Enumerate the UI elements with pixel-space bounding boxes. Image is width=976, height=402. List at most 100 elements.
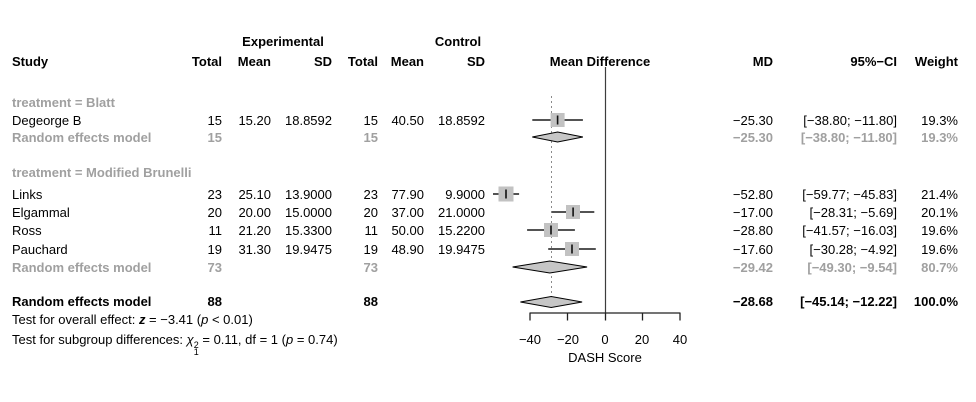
md-value: −25.30	[732, 113, 773, 128]
column-header-weight: Weight	[914, 54, 958, 69]
p-symbol: p	[285, 332, 294, 347]
ctl-mean: 77.90	[391, 187, 424, 202]
exp-total: 11	[208, 223, 223, 238]
pooled-row-brunelli: Random effects model 73 73 −29.42 [−49.3…	[0, 259, 976, 277]
weight-value: 19.6%	[921, 242, 958, 257]
exp-sd: 15.0000	[285, 205, 332, 220]
md-value: −17.00	[732, 205, 773, 220]
ci-value: [−49.30; −9.54]	[807, 260, 897, 275]
ctl-sd: 18.8592	[438, 113, 485, 128]
exp-total: 73	[207, 260, 222, 275]
column-header-exp-total: Total	[191, 54, 222, 69]
ctl-total: 11	[364, 223, 379, 238]
exp-total: 15	[207, 113, 222, 128]
pooled-row-overall: Random effects model 88 88 −28.68 [−45.1…	[0, 293, 976, 311]
ci-value: [−28.31; −5.69]	[809, 205, 897, 220]
pooled-label: Random effects model	[12, 260, 152, 275]
column-header-ctl-total: Total	[347, 54, 378, 69]
x-axis-title: DASH Score	[568, 350, 642, 365]
study-name: Links	[12, 187, 43, 202]
study-name: Elgammal	[12, 205, 70, 220]
pooled-label: Random effects model	[12, 130, 152, 145]
column-header-ctl-mean: Mean	[390, 54, 424, 69]
weight-value: 20.1%	[921, 205, 958, 220]
x-tick-label-neg40: −40	[518, 332, 542, 347]
ctl-mean: 40.50	[391, 113, 424, 128]
x-tick-label-40: 40	[672, 332, 688, 347]
chi-subscript: 1	[193, 347, 199, 357]
weight-value: 19.3%	[921, 113, 958, 128]
exp-total: 23	[207, 187, 222, 202]
subgroup-label: treatment = Modified Brunelli	[12, 165, 192, 180]
weight-value: 80.7%	[921, 260, 958, 275]
exp-sd: 18.8592	[285, 113, 332, 128]
study-name: Ross	[12, 223, 42, 238]
md-value: −25.30	[732, 130, 773, 145]
ctl-sd: 9.9000	[445, 187, 485, 202]
pooled-diamond-brunelli	[512, 260, 588, 274]
ctl-total: 15	[363, 130, 378, 145]
ctl-total: 20	[363, 205, 378, 220]
pooled-diamond-blatt	[532, 131, 583, 143]
exp-total: 19	[207, 242, 222, 257]
study-row-elgammal: Elgammal 20 20.00 15.0000 20 37.00 21.00…	[0, 204, 976, 222]
group-header-row: Experimental Control	[0, 33, 976, 51]
ci-value: [−38.80; −11.80]	[803, 113, 897, 128]
note-text: = −3.41 (	[145, 312, 202, 327]
study-name: Pauchard	[12, 242, 68, 257]
ctl-sd: 21.0000	[438, 205, 485, 220]
ctl-mean: 37.00	[391, 205, 424, 220]
control-group-header: Control	[434, 34, 482, 49]
note-text: Test for subgroup differences:	[12, 332, 187, 347]
weight-value: 21.4%	[921, 187, 958, 202]
ctl-total: 19	[363, 242, 378, 257]
note-text: Test for overall effect:	[12, 312, 139, 327]
study-row-pauchard: Pauchard 19 31.30 19.9475 19 48.90 19.94…	[0, 241, 976, 259]
exp-total: 88	[207, 294, 222, 309]
ci-value: [−30.28; −4.92]	[809, 242, 897, 257]
ci-value: [−59.77; −45.83]	[802, 187, 897, 202]
x-tick-label-20: 20	[634, 332, 650, 347]
note-text: < 0.01)	[208, 312, 253, 327]
subgroup-label-row: treatment = Blatt	[0, 94, 976, 112]
study-row-ross: Ross 11 21.20 15.3300 11 50.00 15.2200 −…	[0, 222, 976, 240]
md-value: −28.68	[732, 294, 773, 309]
subgroup-label: treatment = Blatt	[12, 95, 115, 110]
ctl-sd: 15.2200	[438, 223, 485, 238]
study-name: Degeorge B	[12, 113, 82, 128]
exp-mean: 31.30	[238, 242, 271, 257]
weight-value: 100.0%	[913, 294, 958, 309]
weight-value: 19.6%	[921, 223, 958, 238]
md-value: −29.42	[732, 260, 773, 275]
pooled-diamond-overall	[520, 295, 583, 309]
study-row-links: Links 23 25.10 13.9000 23 77.90 9.9000 −…	[0, 186, 976, 204]
exp-mean: 15.20	[238, 113, 271, 128]
column-header-exp-sd: SD	[313, 54, 332, 69]
note-text: = 0.11, df = 1 (	[198, 332, 286, 347]
study-row-degeorge: Degeorge B 15 15.20 18.8592 15 40.50 18.…	[0, 112, 976, 130]
ci-value: [−38.80; −11.80]	[800, 130, 897, 145]
exp-mean: 21.20	[238, 223, 271, 238]
ctl-mean: 48.90	[391, 242, 424, 257]
column-header-md: MD	[752, 54, 773, 69]
exp-sd: 19.9475	[285, 242, 332, 257]
exp-sd: 15.3300	[285, 223, 332, 238]
weight-value: 19.3%	[921, 130, 958, 145]
p-symbol: p	[201, 312, 209, 327]
ctl-total: 73	[363, 260, 378, 275]
ci-value: [−41.57; −16.03]	[802, 223, 897, 238]
ctl-total: 23	[363, 187, 378, 202]
md-value: −28.80	[732, 223, 773, 238]
x-tick-label-0: 0	[601, 332, 609, 347]
ctl-total: 15	[363, 113, 378, 128]
ctl-mean: 50.00	[391, 223, 424, 238]
chi-superscript: 2	[193, 340, 199, 350]
exp-sd: 13.9000	[285, 187, 332, 202]
pooled-row-blatt: Random effects model 15 15 −25.30 [−38.8…	[0, 129, 976, 147]
exp-mean: 25.10	[238, 187, 271, 202]
md-value: −52.80	[732, 187, 773, 202]
